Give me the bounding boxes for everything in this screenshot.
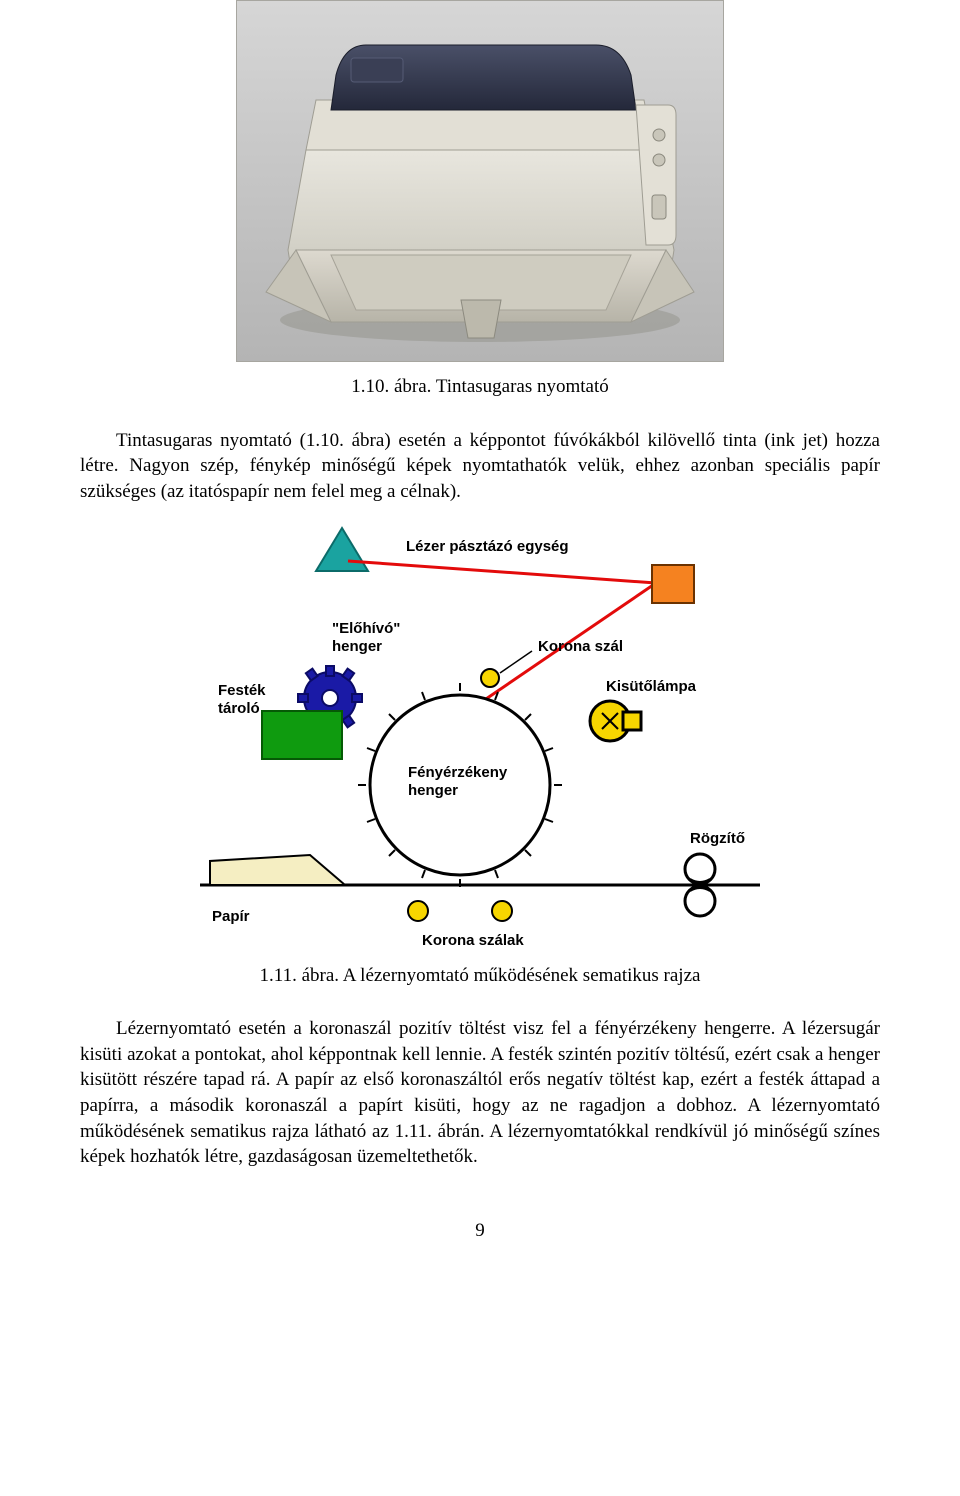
label-lamp: Kisütőlámpa — [606, 678, 697, 695]
label-fuser: Rögzítő — [690, 830, 745, 847]
label-drum-2: henger — [408, 782, 458, 799]
printer-photo — [236, 0, 724, 362]
label-dev-roller-1: "Előhívó" — [332, 620, 400, 637]
laser-mirror-box — [652, 565, 694, 603]
paragraph-laser: Lézernyomtató esetén a koronaszál pozití… — [80, 1016, 880, 1170]
laser-printer-diagram: Lézer pásztázó egység "Előhívó" henger F… — [200, 523, 760, 953]
label-corona-wire: Korona szál — [538, 638, 623, 655]
paragraph-inkjet: Tintasugaras nyomtató (1.10. ábra) eseté… — [80, 428, 880, 505]
label-corona-wires: Korona szálak — [422, 932, 524, 949]
paper-sheet — [210, 855, 345, 885]
discharge-lamp — [590, 701, 641, 741]
laser-beam — [348, 561, 656, 583]
corona-ball-2 — [492, 901, 512, 921]
corona-wire-top — [481, 669, 499, 687]
label-laser-unit: Lézer pásztázó egység — [406, 538, 569, 555]
label-toner-2: tároló — [218, 700, 260, 717]
figure-1-10-caption: 1.10. ábra. Tintasugaras nyomtató — [80, 374, 880, 400]
laser-scanner-triangle — [316, 528, 368, 571]
photo-drum — [358, 683, 562, 887]
label-paper: Papír — [212, 908, 250, 925]
corona-ball-1 — [408, 901, 428, 921]
label-dev-roller-2: henger — [332, 638, 382, 655]
page-number: 9 — [80, 1218, 880, 1244]
label-toner-1: Festék — [218, 682, 266, 699]
label-drum-1: Fényérzékeny — [408, 764, 508, 781]
figure-1-11-caption: 1.11. ábra. A lézernyomtató működésének … — [80, 963, 880, 989]
toner-hopper — [262, 711, 342, 759]
